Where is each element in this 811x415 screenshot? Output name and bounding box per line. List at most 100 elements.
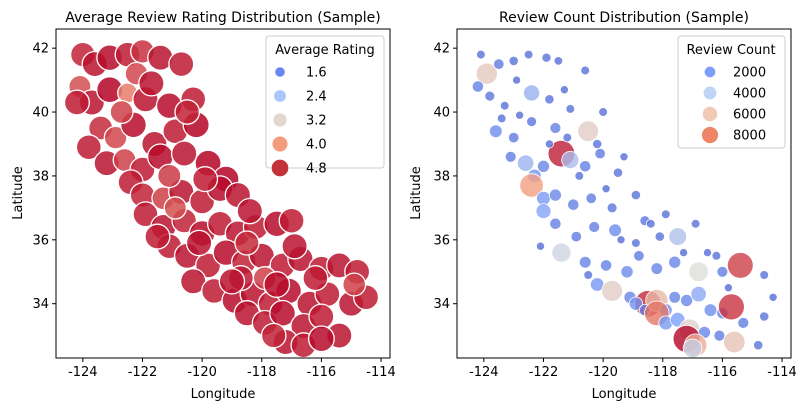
x-tick-label: -116 [307,365,337,380]
rating-point [63,89,90,116]
count-point [601,280,623,302]
rating-point [308,303,335,330]
count-point [496,113,507,124]
y-tick-label: 36 [433,233,450,248]
rating-point [192,166,219,193]
count-legend-title: Review Count [686,43,775,58]
legend-marker [270,158,290,178]
rating-point [260,322,287,349]
count-point [660,209,671,220]
count-point [588,221,601,233]
count-point [574,171,585,181]
y-tick-label: 40 [433,106,450,121]
x-tick-label: -118 [648,365,678,380]
count-point [631,238,641,248]
count-point [583,270,593,280]
count-point [688,261,709,283]
rating-point [174,99,201,125]
y-tick-label: 42 [433,42,450,57]
rating-y-axis-label: Latitude [11,166,26,220]
rating-x-axis-label: Longitude [191,387,256,402]
count-point [682,338,703,359]
count-point [650,262,664,275]
count-point [519,173,544,198]
count-point [594,147,606,160]
count-point [690,219,701,229]
legend-label: 1.6 [306,66,327,81]
legend-label: 3.2 [306,114,327,129]
count-point [544,94,555,105]
legend-marker [701,105,719,123]
count-point [723,330,746,354]
count-point [619,152,629,162]
count-point [592,138,603,150]
count-point [668,255,682,269]
count-point [580,65,590,76]
count-point [630,190,642,201]
legend-marker [271,135,289,153]
x-tick-label: -122 [128,365,158,380]
count-point [601,184,611,194]
x-tick-label: -116 [708,365,738,380]
count-legend-items: 2000 4000 6000 8000 [700,65,766,145]
rating-point [307,325,335,353]
count-point [585,192,597,205]
count-chart-panel: Review Count Distribution (Sample) -124-… [409,10,797,402]
rating-point [236,197,264,225]
count-legend: Review Count 2000 4000 6000 8000 [677,35,786,149]
count-point [703,303,718,317]
legend-label: 6000 [733,108,766,123]
count-point [516,154,535,172]
count-point [716,265,729,278]
count-point [535,203,552,220]
count-point [562,132,573,143]
rating-legend-box [265,35,385,169]
count-point [475,62,498,85]
count-point [616,235,626,245]
y-tick-label: 38 [32,169,49,184]
rating-point [75,134,102,161]
legend-marker [272,112,288,128]
rating-point [138,70,165,97]
count-x-axis-label: Longitude [592,387,657,402]
rating-legend: Average Rating 1.6 2.4 3.2 4.0 4.8 [265,35,385,178]
count-point [548,188,562,202]
count-point [628,296,644,311]
count-point [544,139,554,149]
count-point [753,340,764,351]
count-point [759,311,770,322]
count-point [536,190,551,206]
x-tick-label: -124 [469,365,499,380]
count-point [537,159,551,173]
count-point [565,104,576,114]
count-point [484,90,496,102]
rating-chart-panel: Average Review Rating Distribution (Samp… [11,10,396,402]
count-point [577,120,599,142]
legend-label: 2000 [733,66,766,81]
count-point [768,292,778,302]
count-point [541,52,552,63]
count-point [508,131,520,144]
legend-marker [273,89,287,103]
rating-point [132,201,159,228]
legend-marker [703,65,717,79]
y-tick-label: 36 [32,233,49,248]
count-point [476,49,486,60]
rating-point [163,196,188,220]
count-plot-frame [456,28,792,359]
count-point [726,252,754,279]
y-tick-label: 42 [32,42,49,57]
rating-point [281,232,308,260]
count-point [559,85,569,95]
count-point [523,49,534,60]
count-points-layer [471,49,778,359]
count-point [599,259,613,272]
rating-legend-items: 1.6 2.4 3.2 4.0 4.8 [270,66,327,178]
legend-marker [702,85,718,101]
count-point [713,329,726,342]
count-point [551,242,572,263]
legend-marker [274,66,286,78]
count-y-ticks: 34 36 38 40 42 [433,42,457,312]
count-point [711,251,722,261]
count-point [645,219,656,229]
